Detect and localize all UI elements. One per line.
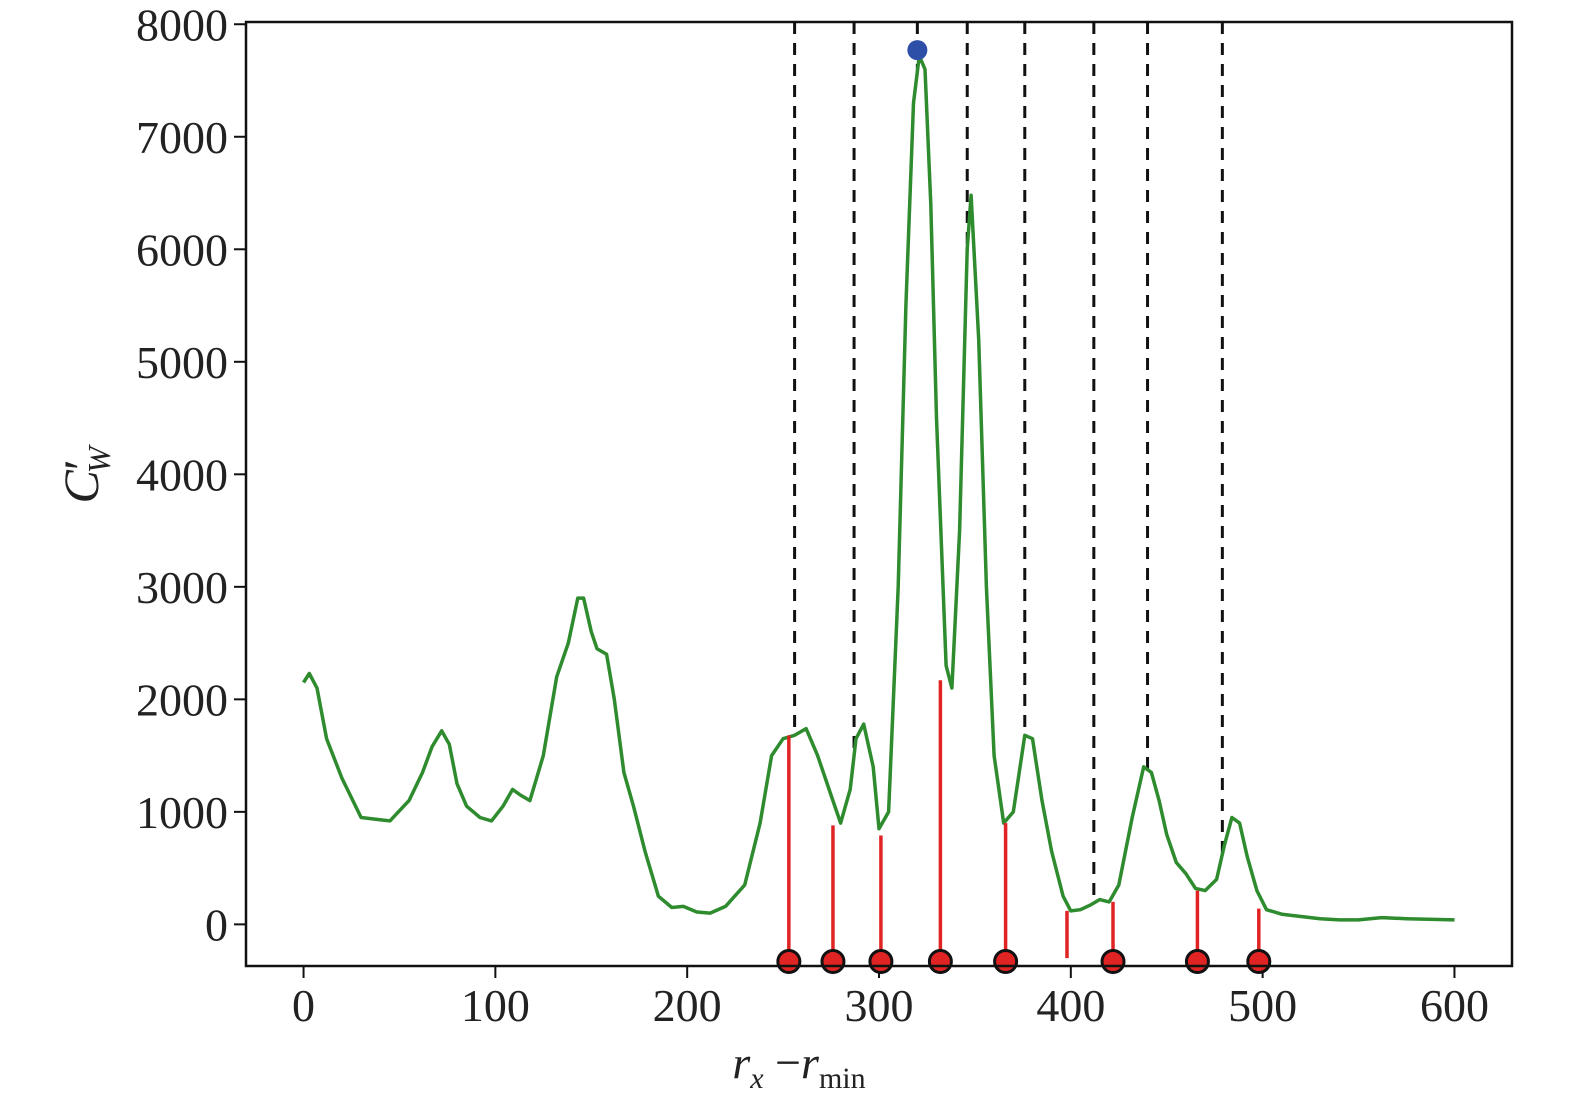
y-tick-label: 6000: [136, 224, 228, 275]
y-tick-label: 7000: [136, 112, 228, 163]
x-tick-label: 0: [292, 980, 315, 1031]
red-marker: [1100, 948, 1126, 974]
y-tick-label: 1000: [136, 787, 228, 838]
peak-marker: [907, 40, 928, 61]
red-marker: [993, 948, 1019, 974]
y-label-sub: W: [81, 443, 117, 473]
ticks-layer: 0 1000 2000 3000 4000 5000 6000 7000 8000 0 100 200…: [136, 0, 1489, 1031]
y-axis-label: C′W: [53, 443, 117, 503]
x-axis-label: rx −rmin: [732, 1037, 865, 1095]
x-tick-label: 200: [653, 980, 722, 1031]
x-label-sub2: min: [819, 1062, 866, 1095]
x-tick-label: 500: [1228, 980, 1297, 1031]
y-tick-label: 3000: [136, 562, 228, 613]
dashed-lines: [793, 22, 1224, 903]
y-tick-label: 8000: [136, 0, 228, 50]
red-marker: [1246, 948, 1272, 974]
x-label-base2: r: [801, 1037, 820, 1088]
x-tick-label: 600: [1420, 980, 1489, 1031]
red-marker: [820, 948, 846, 974]
series-line: [302, 54, 1455, 922]
y-label-base: C: [53, 469, 109, 503]
series-layer: [302, 54, 1455, 922]
y-tick-label: 4000: [136, 449, 228, 500]
plot-frame: [244, 20, 1514, 968]
x-tick-label: 400: [1036, 980, 1105, 1031]
y-label-prime: ′: [53, 459, 109, 470]
red-marker: [868, 948, 894, 974]
x-label-base: r: [732, 1037, 751, 1088]
x-tick-label: 100: [461, 980, 530, 1031]
red-marker: [776, 948, 802, 974]
y-tick-label: 2000: [136, 674, 228, 725]
y-tick-label: 0: [205, 899, 228, 950]
x-label-sub: x: [749, 1062, 764, 1095]
red-marker: [927, 948, 953, 974]
red-marker: [1184, 948, 1210, 974]
red-stems: [787, 680, 1261, 962]
x-label-minus: −: [764, 1037, 801, 1088]
y-tick-label: 5000: [136, 337, 228, 388]
x-tick-label: 300: [845, 980, 914, 1031]
